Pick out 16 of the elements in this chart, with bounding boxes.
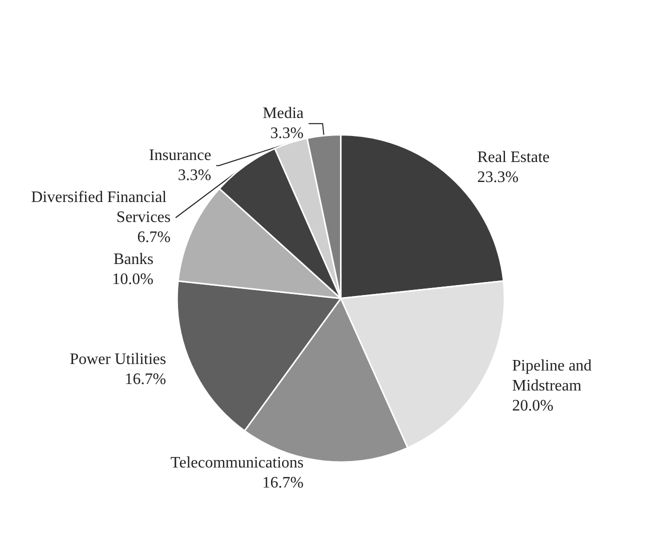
slice-label: Insurance	[149, 147, 212, 164]
slice-label: Real Estate	[477, 149, 550, 166]
data-label: 3.3%	[270, 125, 304, 142]
data-label: 3.3%	[178, 167, 212, 184]
slice-label: Telecommunications	[170, 454, 304, 472]
slice-label: Diversified Financial Services	[31, 189, 171, 226]
slice-label: Power Utilities	[70, 351, 166, 368]
slice-label: Media	[262, 105, 304, 122]
data-label: 10.0%	[112, 271, 154, 288]
slice-label: Banks	[113, 251, 154, 268]
data-label: 20.0%	[512, 397, 554, 414]
data-label: 16.7%	[124, 371, 166, 388]
data-label: 23.3%	[477, 169, 519, 186]
data-label: 16.7%	[262, 474, 304, 492]
slice-label: Pipeline and Midstream	[512, 357, 596, 394]
data-label: 6.7%	[137, 229, 171, 246]
